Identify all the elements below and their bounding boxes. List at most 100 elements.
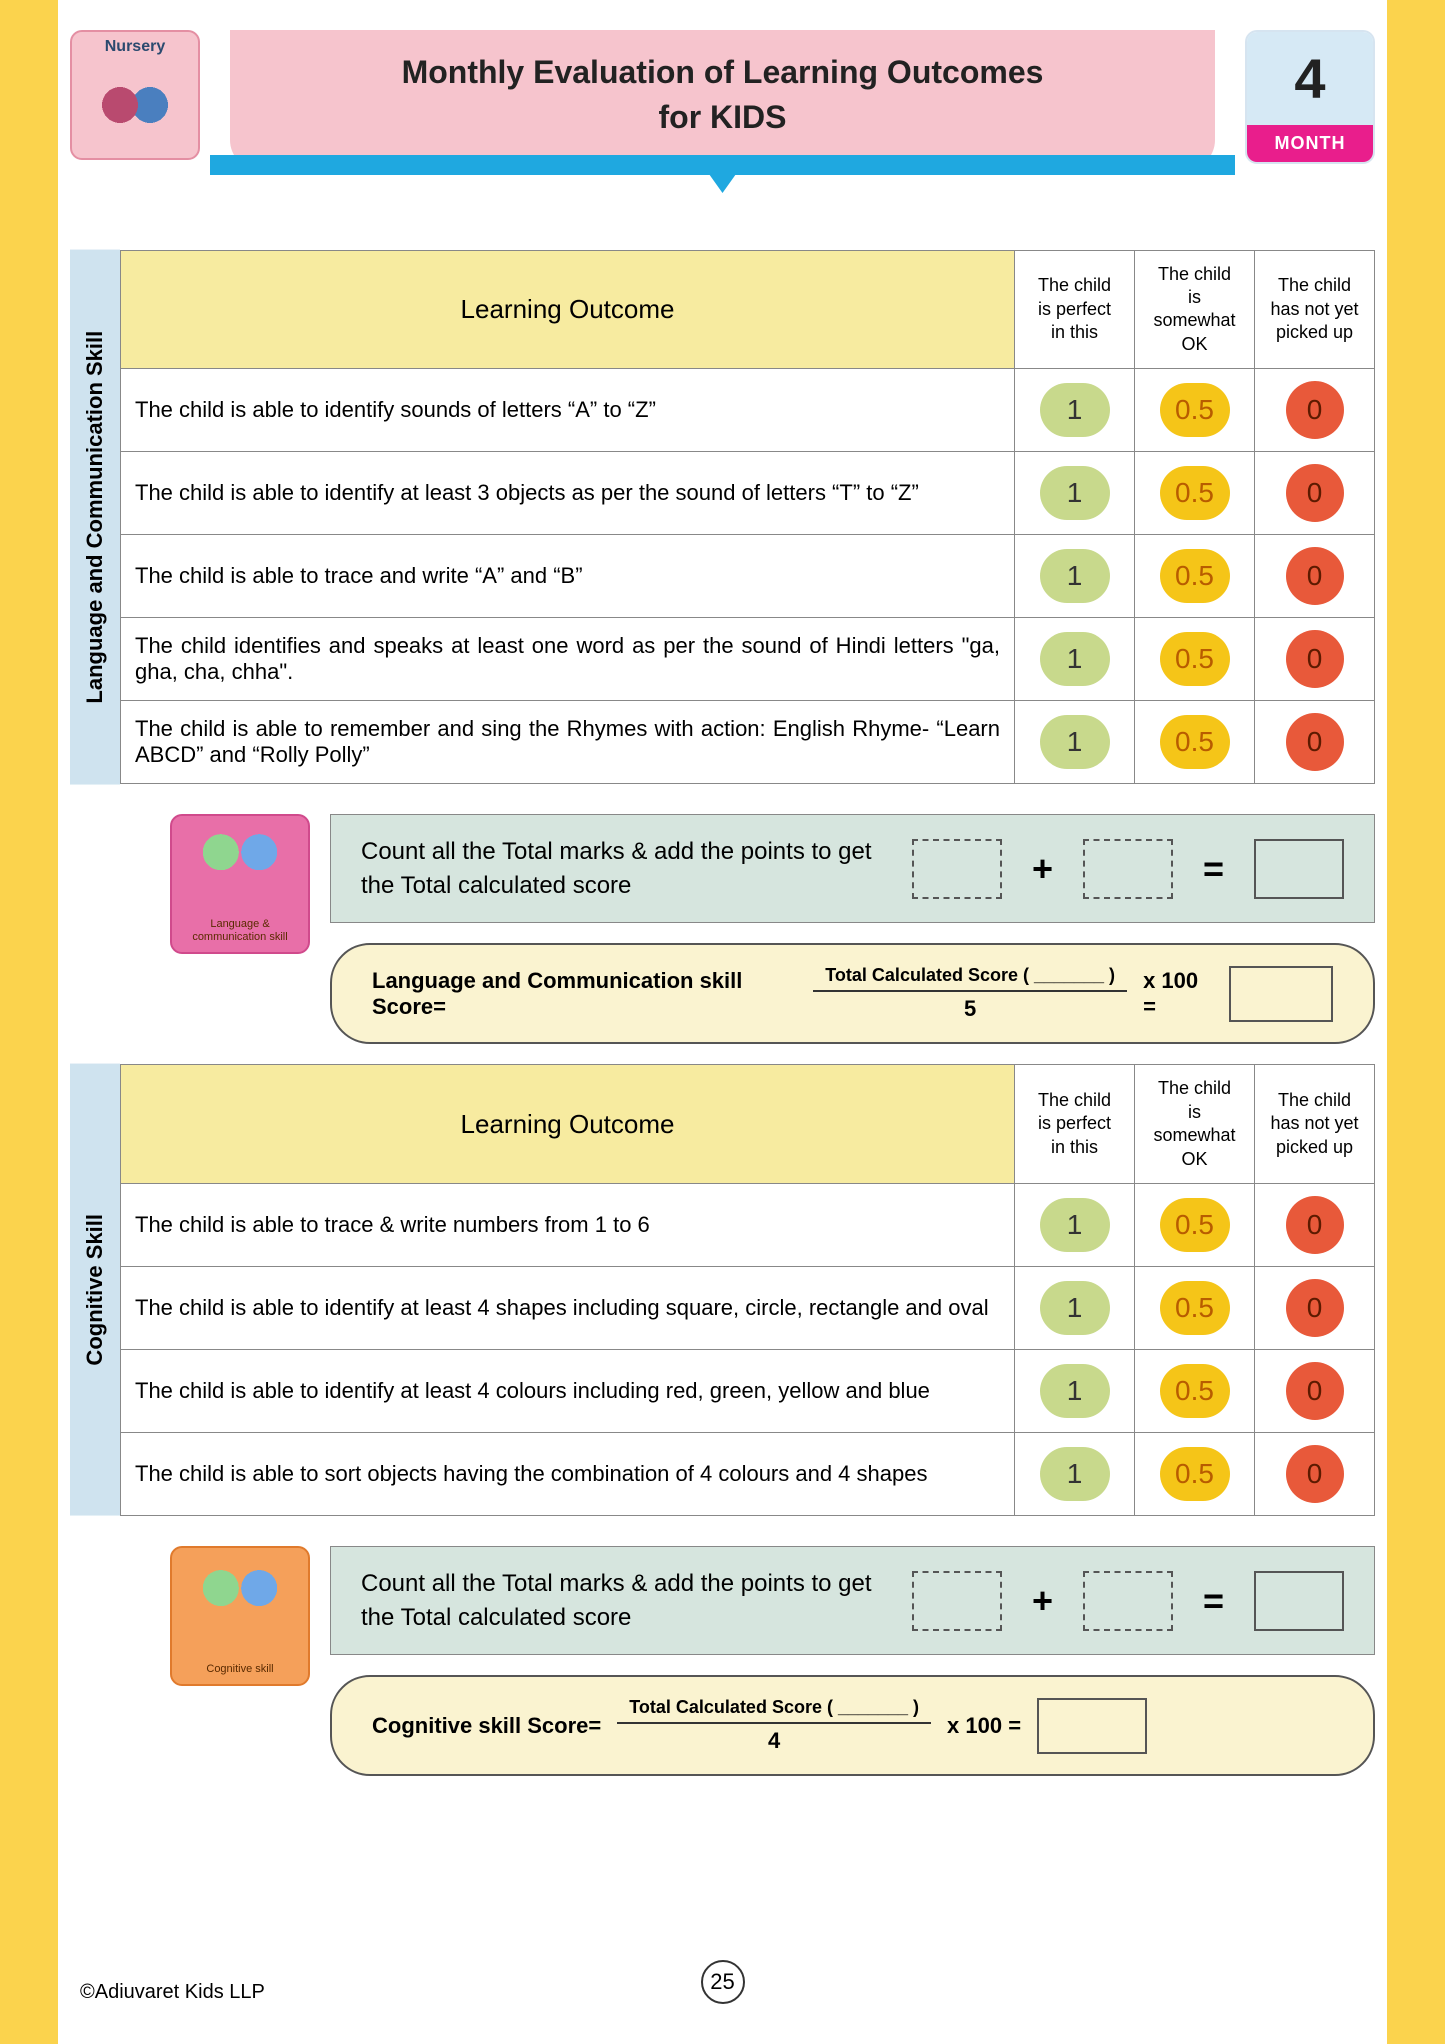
- title-banner: Monthly Evaluation of Learning Outcomes …: [230, 30, 1215, 170]
- table-row: The child identifies and speaks at least…: [121, 618, 1375, 701]
- score-cell-perfect[interactable]: 1: [1015, 1266, 1135, 1349]
- month-box: 4 MONTH: [1245, 30, 1375, 164]
- outcome-text: The child is able to identify at least 4…: [121, 1266, 1015, 1349]
- page-number: 25: [701, 1960, 745, 2004]
- section-language: Language and Communication Skill Learnin…: [70, 250, 1375, 785]
- score-pill-somewhat: 0.5: [1160, 1447, 1230, 1501]
- score-pill-perfect: 1: [1040, 1198, 1110, 1252]
- score-cell-notyet[interactable]: 0: [1255, 618, 1375, 701]
- score-cell-perfect[interactable]: 1: [1015, 369, 1135, 452]
- score-cell-notyet[interactable]: 0: [1255, 1183, 1375, 1266]
- result-box-1[interactable]: [1229, 966, 1333, 1022]
- result-box-2[interactable]: [1037, 1698, 1147, 1754]
- score-pill-perfect: 1: [1040, 1281, 1110, 1335]
- language-icon-label: Language & communication skill: [180, 918, 300, 944]
- score-pill-somewhat: 0.5: [1160, 549, 1230, 603]
- table-row: The child is able to sort objects having…: [121, 1432, 1375, 1515]
- formula-box-1: Language and Communication skill Score= …: [330, 943, 1375, 1044]
- score-cell-somewhat[interactable]: 0.5: [1135, 452, 1255, 535]
- score-pill-notyet: 0: [1286, 1362, 1344, 1420]
- outcome-text: The child is able to identify at least 3…: [121, 452, 1015, 535]
- frac-bot-2: 4: [768, 1724, 780, 1754]
- score-cell-perfect[interactable]: 1: [1015, 701, 1135, 784]
- kids-crayons-icon: [85, 60, 185, 150]
- score-cell-notyet[interactable]: 0: [1255, 369, 1375, 452]
- section-cognitive: Cognitive Skill Learning Outcome The chi…: [70, 1064, 1375, 1516]
- score-cell-notyet[interactable]: 0: [1255, 535, 1375, 618]
- nursery-label: Nursery: [105, 38, 165, 56]
- score-cell-somewhat[interactable]: 0.5: [1135, 618, 1255, 701]
- month-number: 4: [1247, 32, 1373, 125]
- score-cell-somewhat[interactable]: 0.5: [1135, 369, 1255, 452]
- kids-talking-icon: [192, 824, 288, 918]
- score-cell-somewhat[interactable]: 0.5: [1135, 1349, 1255, 1432]
- score-pill-somewhat: 0.5: [1160, 466, 1230, 520]
- col-notyet-2: The child has not yet picked up: [1255, 1065, 1375, 1184]
- score-pill-notyet: 0: [1286, 464, 1344, 522]
- input-box-1a[interactable]: [912, 839, 1002, 899]
- score-pill-notyet: 0: [1286, 1279, 1344, 1337]
- score-cell-perfect[interactable]: 1: [1015, 1349, 1135, 1432]
- score-pill-perfect: 1: [1040, 632, 1110, 686]
- cognitive-skill-icon: Cognitive skill: [170, 1546, 310, 1686]
- page: Nursery Monthly Evaluation of Learning O…: [0, 0, 1445, 2044]
- frac-bot-1: 5: [964, 992, 976, 1022]
- score-cell-perfect[interactable]: 1: [1015, 452, 1135, 535]
- cognitive-icon-label: Cognitive skill: [206, 1663, 273, 1676]
- score-cell-notyet[interactable]: 0: [1255, 1349, 1375, 1432]
- score-cell-perfect[interactable]: 1: [1015, 535, 1135, 618]
- header-row: Nursery Monthly Evaluation of Learning O…: [70, 30, 1375, 170]
- section-label-cognitive: Cognitive Skill: [70, 1064, 120, 1516]
- input-box-2a[interactable]: [912, 1571, 1002, 1631]
- score-cell-notyet[interactable]: 0: [1255, 701, 1375, 784]
- score-pill-somewhat: 0.5: [1160, 1364, 1230, 1418]
- score-pill-somewhat: 0.5: [1160, 632, 1230, 686]
- outcome-text: The child is able to remember and sing t…: [121, 701, 1015, 784]
- frac-top-1: Total Calculated Score ( _______ ): [813, 965, 1127, 992]
- score-cell-notyet[interactable]: 0: [1255, 452, 1375, 535]
- col-outcome-2: Learning Outcome: [121, 1065, 1015, 1184]
- score-pill-perfect: 1: [1040, 466, 1110, 520]
- table-row: The child is able to identify at least 3…: [121, 452, 1375, 535]
- frac-top-2: Total Calculated Score ( _______ ): [617, 1697, 931, 1724]
- score-pill-perfect: 1: [1040, 383, 1110, 437]
- score-cell-notyet[interactable]: 0: [1255, 1432, 1375, 1515]
- nursery-badge: Nursery: [70, 30, 200, 160]
- score-cell-somewhat[interactable]: 0.5: [1135, 1266, 1255, 1349]
- col-perfect-2: The child is perfect in this: [1015, 1065, 1135, 1184]
- score-cell-somewhat[interactable]: 0.5: [1135, 1183, 1255, 1266]
- table-row: The child is able to identify at least 4…: [121, 1266, 1375, 1349]
- calc-row-cognitive: Cognitive skill Count all the Total mark…: [170, 1546, 1375, 1776]
- table-row: The child is able to trace & write numbe…: [121, 1183, 1375, 1266]
- equals-icon: =: [1203, 848, 1224, 890]
- title-banner-bg: Monthly Evaluation of Learning Outcomes …: [230, 30, 1215, 170]
- total-box-1[interactable]: [1254, 839, 1344, 899]
- score-cell-perfect[interactable]: 1: [1015, 618, 1135, 701]
- table-row: The child is able to trace and write “A”…: [121, 535, 1375, 618]
- formula-label-2: Cognitive skill Score=: [372, 1713, 601, 1739]
- col-somewhat: The child is somewhat OK: [1135, 250, 1255, 369]
- plus-icon: +: [1032, 848, 1053, 890]
- input-box-2b[interactable]: [1083, 1571, 1173, 1631]
- count-text-1: Count all the Total marks & add the poin…: [361, 835, 882, 902]
- score-cell-perfect[interactable]: 1: [1015, 1183, 1135, 1266]
- score-cell-somewhat[interactable]: 0.5: [1135, 701, 1255, 784]
- score-cell-perfect[interactable]: 1: [1015, 1432, 1135, 1515]
- score-cell-somewhat[interactable]: 0.5: [1135, 1432, 1255, 1515]
- times-label-1: x 100 =: [1143, 968, 1213, 1020]
- score-cell-somewhat[interactable]: 0.5: [1135, 535, 1255, 618]
- outcomes-table-language: Learning Outcome The child is perfect in…: [120, 250, 1375, 785]
- calc-boxes-1: Count all the Total marks & add the poin…: [330, 814, 1375, 1044]
- score-pill-notyet: 0: [1286, 1445, 1344, 1503]
- count-box-1: Count all the Total marks & add the poin…: [330, 814, 1375, 923]
- input-box-1b[interactable]: [1083, 839, 1173, 899]
- col-perfect: The child is perfect in this: [1015, 250, 1135, 369]
- section-label-language: Language and Communication Skill: [70, 250, 120, 785]
- count-box-2: Count all the Total marks & add the poin…: [330, 1546, 1375, 1655]
- total-box-2[interactable]: [1254, 1571, 1344, 1631]
- table-row: The child is able to identify at least 4…: [121, 1349, 1375, 1432]
- score-cell-notyet[interactable]: 0: [1255, 1266, 1375, 1349]
- calc-row-language: Language & communication skill Count all…: [170, 814, 1375, 1044]
- score-pill-somewhat: 0.5: [1160, 715, 1230, 769]
- score-pill-perfect: 1: [1040, 1447, 1110, 1501]
